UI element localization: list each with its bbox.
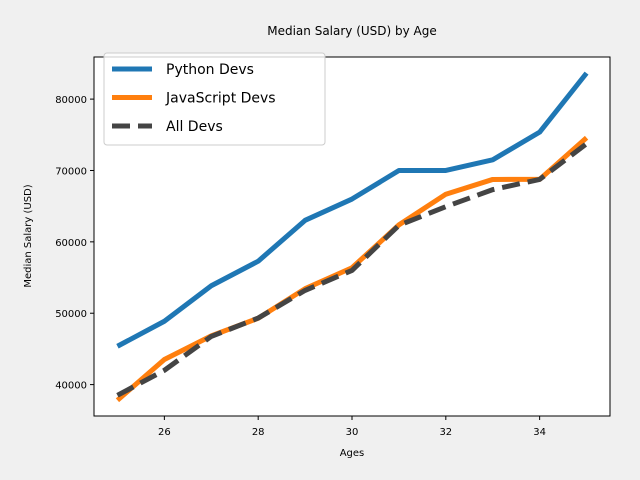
y-tick-label: 40000 xyxy=(55,381,87,392)
series-line-all-devs xyxy=(116,141,589,398)
chart-title: Median Salary (USD) by Age xyxy=(267,24,437,38)
x-tick-label: 28 xyxy=(252,427,265,438)
x-tick-label: 26 xyxy=(158,427,171,438)
y-tick-label: 80000 xyxy=(55,95,87,106)
legend-label: Python Devs xyxy=(166,62,254,78)
y-axis-ticks: 40000 50000 60000 70000 80000 xyxy=(55,95,94,392)
legend: Python Devs JavaScript Devs All Devs xyxy=(103,52,326,146)
x-axis-label: Ages xyxy=(340,448,365,459)
legend-box xyxy=(103,52,326,146)
y-tick-label: 70000 xyxy=(55,166,87,177)
y-axis-label: Median Salary (USD) xyxy=(23,184,34,287)
legend-label: JavaScript Devs xyxy=(165,91,276,107)
y-tick-label: 50000 xyxy=(55,309,87,320)
x-tick-label: 32 xyxy=(439,427,452,438)
legend-label: All Devs xyxy=(166,119,223,135)
plot-frame xyxy=(93,56,611,417)
series-lines xyxy=(115,71,589,403)
series-line-python-devs xyxy=(116,71,589,349)
x-tick-label: 30 xyxy=(346,427,359,438)
x-axis-ticks: 26 28 30 32 34 xyxy=(158,416,546,438)
x-tick-label: 34 xyxy=(533,427,546,438)
y-tick-label: 60000 xyxy=(55,238,87,249)
